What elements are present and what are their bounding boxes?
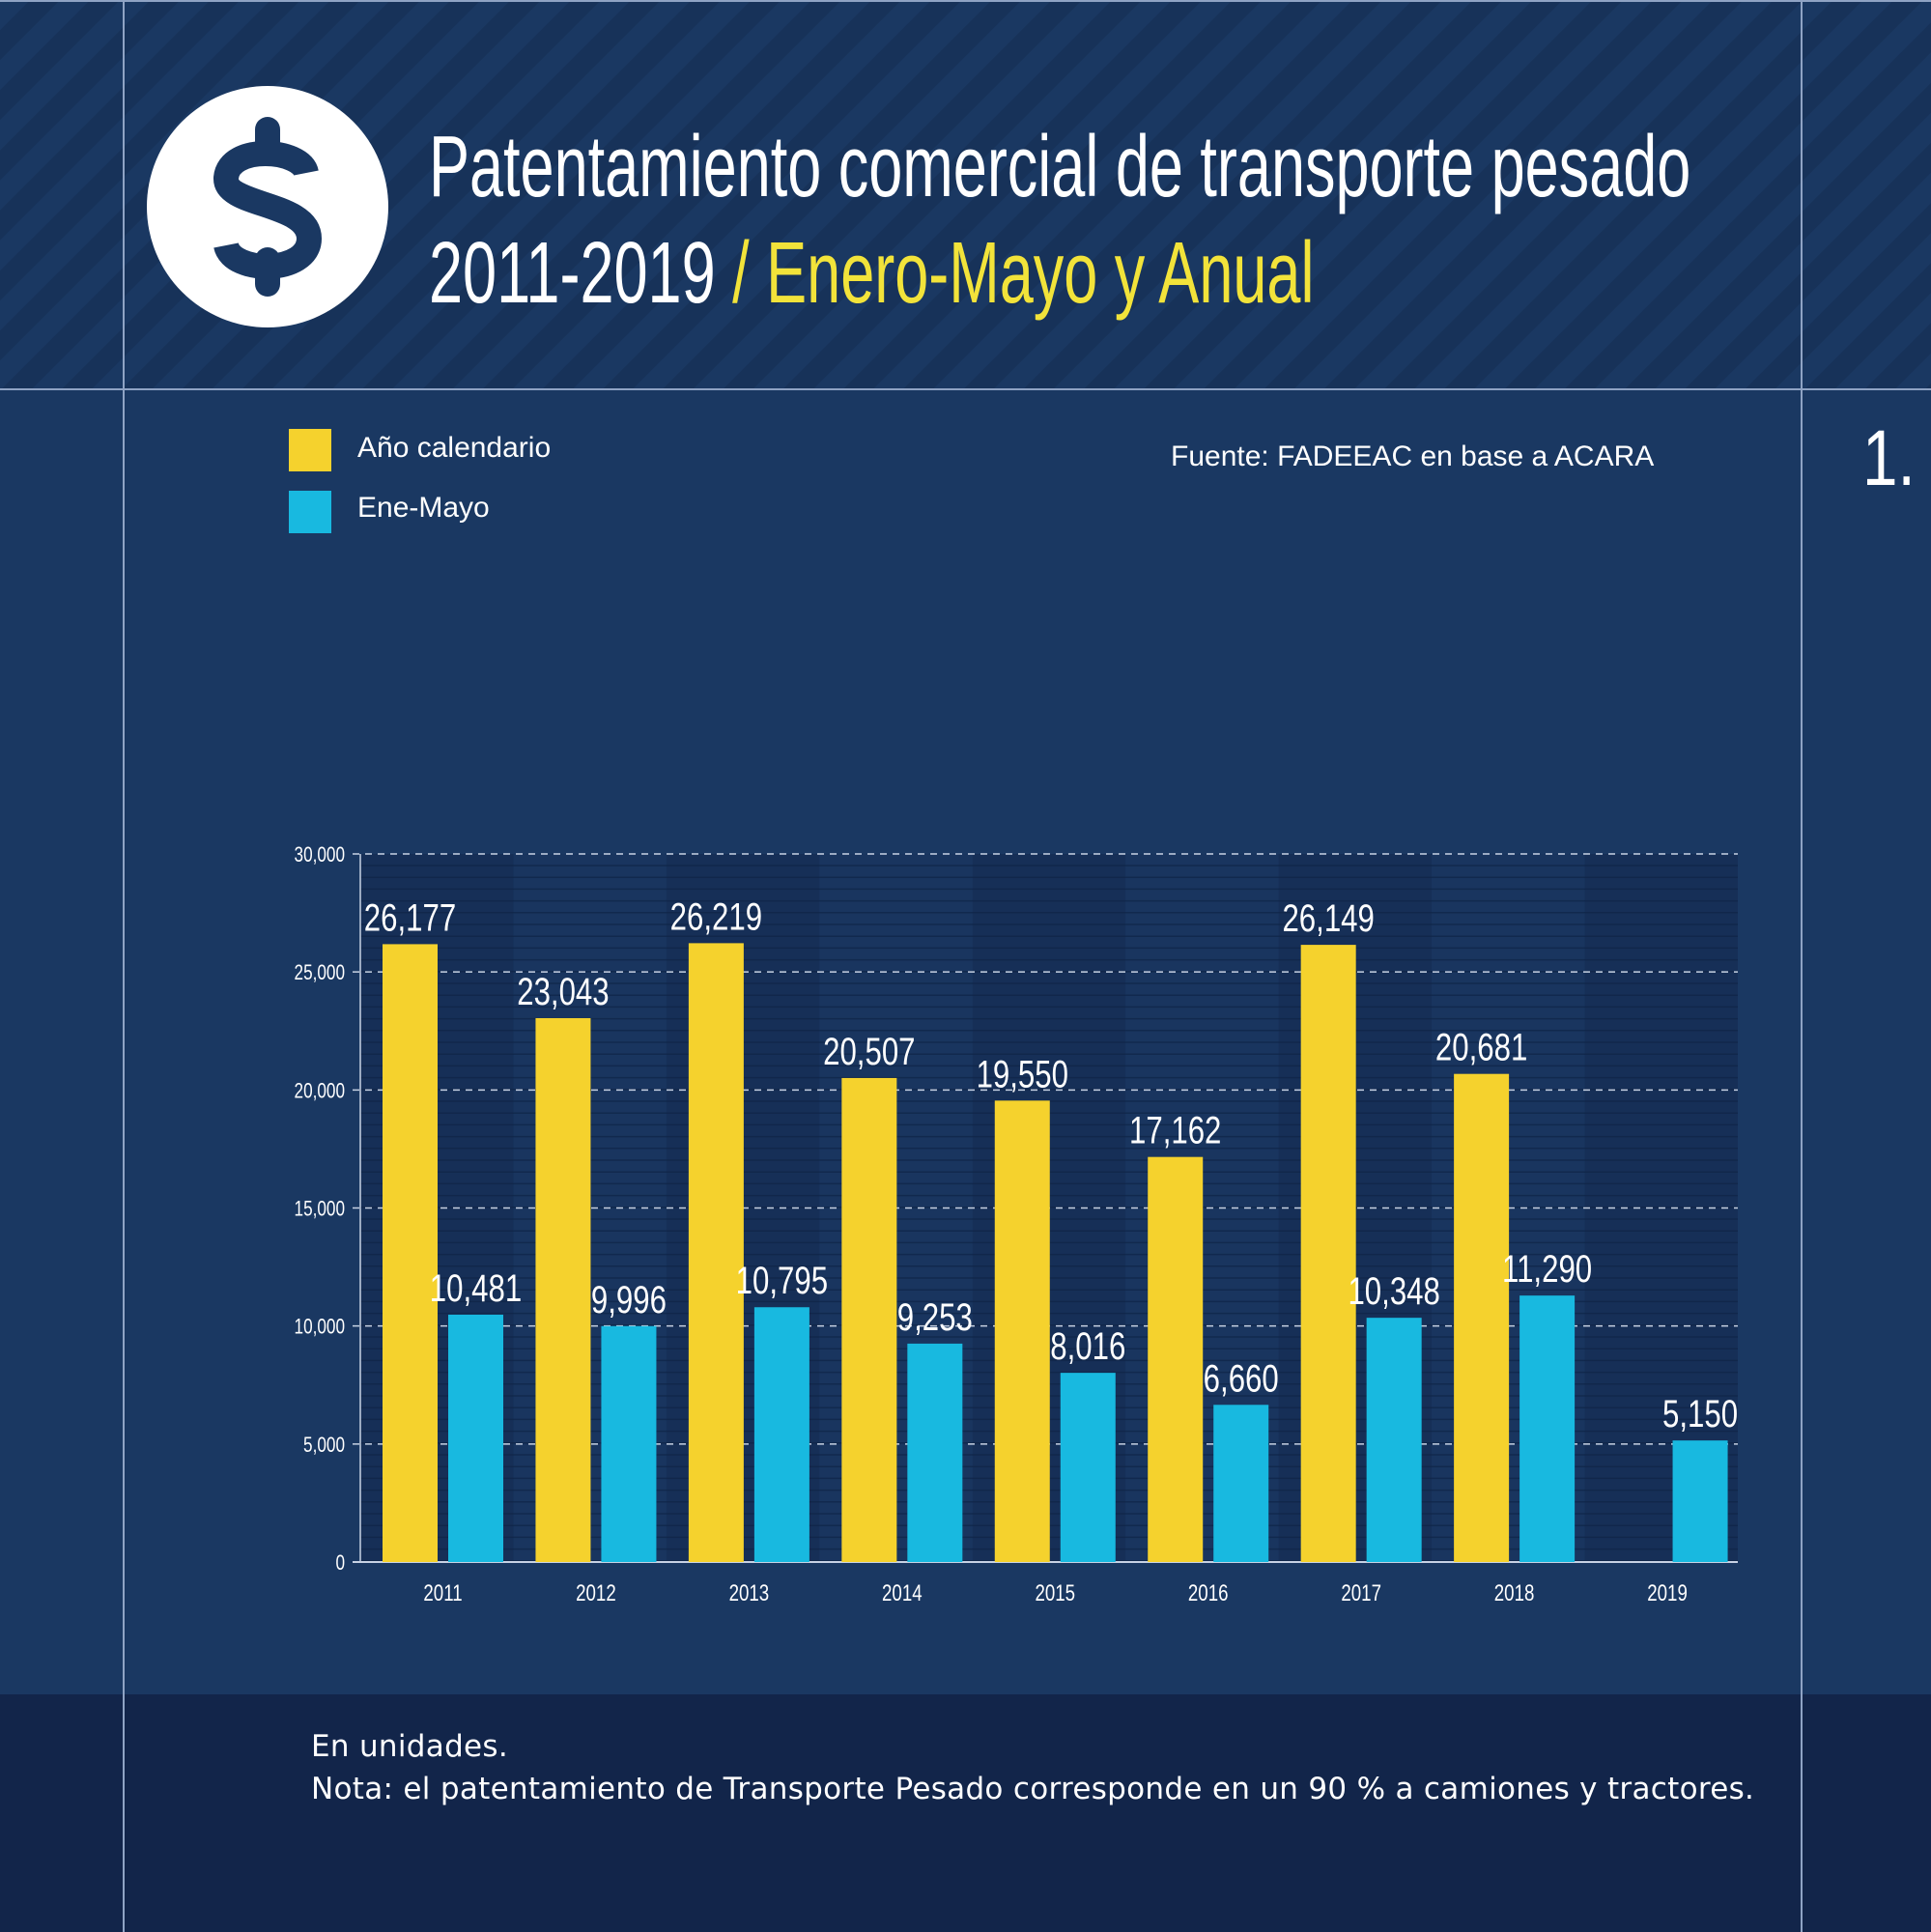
bar-anual-2017 <box>1300 945 1356 1562</box>
bar-ene-mayo-2017 <box>1366 1318 1422 1562</box>
data-label: 20,681 <box>1435 1026 1527 1069</box>
legend-label-ene-mayo: Ene-Mayo <box>357 492 490 524</box>
chart-title-line2: 2011-2019 / Enero-Mayo y Anual <box>429 230 1314 317</box>
y-tick-label: 0 <box>335 1551 345 1576</box>
bar-ene-mayo-2019 <box>1672 1440 1728 1562</box>
x-tick-label: 2011 <box>423 1580 462 1606</box>
y-tick-label: 15,000 <box>295 1198 345 1222</box>
y-tick-label: 10,000 <box>295 1316 345 1340</box>
source-note: Fuente: FADEEAC en base a ACARA <box>1171 440 1655 472</box>
footnote: Nota: el patentamiento de Transporte Pes… <box>311 1772 1755 1806</box>
chart-title-line1: Patentamiento comercial de transporte pe… <box>429 119 1691 215</box>
y-tick-label: 30,000 <box>295 843 345 867</box>
x-tick-label: 2019 <box>1647 1580 1688 1606</box>
figure-number: 1. <box>1862 414 1916 502</box>
data-label: 26,177 <box>364 896 456 940</box>
x-tick-label: 2012 <box>576 1580 616 1606</box>
bar-ene-mayo-2012 <box>601 1325 657 1562</box>
data-label: 9,253 <box>897 1295 973 1339</box>
frame-line-left <box>123 0 125 1932</box>
title-years: 2011-2019 <box>429 225 716 322</box>
x-tick-label: 2018 <box>1494 1580 1535 1606</box>
data-label: 17,162 <box>1129 1109 1221 1152</box>
dollar-sign-icon <box>147 86 388 327</box>
bar-anual-2011 <box>383 944 438 1562</box>
bar-ene-mayo-2015 <box>1060 1373 1116 1562</box>
bar-anual-2016 <box>1148 1156 1204 1562</box>
data-label: 23,043 <box>517 970 609 1013</box>
data-label: 5,150 <box>1662 1392 1738 1435</box>
bar-anual-2014 <box>841 1077 897 1562</box>
bar-ene-mayo-2016 <box>1213 1405 1269 1562</box>
data-label: 26,219 <box>670 895 762 939</box>
legend-swatch-ene-mayo <box>289 491 331 533</box>
data-label: 9,996 <box>591 1278 667 1321</box>
bar-anual-2018 <box>1454 1073 1510 1562</box>
x-tick-label: 2015 <box>1035 1580 1075 1606</box>
frame-line-right <box>1801 0 1803 1932</box>
legend-swatch-anual <box>289 429 331 471</box>
data-label: 10,348 <box>1348 1269 1439 1313</box>
bar-ene-mayo-2011 <box>448 1314 503 1562</box>
title-highlight: / Enero-Mayo y Anual <box>732 225 1315 322</box>
data-label: 11,290 <box>1502 1247 1592 1291</box>
x-tick-label: 2017 <box>1341 1580 1381 1606</box>
bar-ene-mayo-2018 <box>1519 1295 1576 1562</box>
frame-line-left-footer <box>123 1694 125 1932</box>
bar-anual-2012 <box>535 1017 591 1562</box>
data-label: 26,149 <box>1282 896 1374 940</box>
bar-chart: 0 5,000 10,000 15,000 20,000 25,000 30,000 26,1… <box>295 843 1739 1606</box>
y-tick-label: 20,000 <box>295 1079 345 1103</box>
x-tick-label: 2013 <box>729 1580 770 1606</box>
x-tick-label: 2014 <box>882 1580 923 1606</box>
legend-label-anual: Año calendario <box>357 432 552 464</box>
data-label: 10,795 <box>736 1260 828 1303</box>
data-label: 19,550 <box>977 1053 1068 1096</box>
units-note: En unidades. <box>311 1729 509 1764</box>
data-label: 6,660 <box>1204 1357 1279 1401</box>
y-tick-label: 25,000 <box>295 961 345 985</box>
bar-ene-mayo-2013 <box>753 1307 809 1562</box>
frame-line-top <box>0 0 1931 2</box>
data-label: 8,016 <box>1050 1324 1125 1368</box>
y-tick-label: 5,000 <box>303 1434 345 1458</box>
bar-anual-2015 <box>994 1100 1050 1562</box>
frame-line-right-footer <box>1801 1694 1803 1932</box>
x-tick-label: 2016 <box>1188 1580 1229 1606</box>
data-label: 10,481 <box>430 1266 522 1310</box>
header-divider <box>0 388 1931 390</box>
footer-band <box>0 1694 1931 1932</box>
bar-ene-mayo-2014 <box>907 1343 963 1562</box>
data-label: 20,507 <box>823 1030 915 1073</box>
bar-anual-2013 <box>688 943 744 1562</box>
